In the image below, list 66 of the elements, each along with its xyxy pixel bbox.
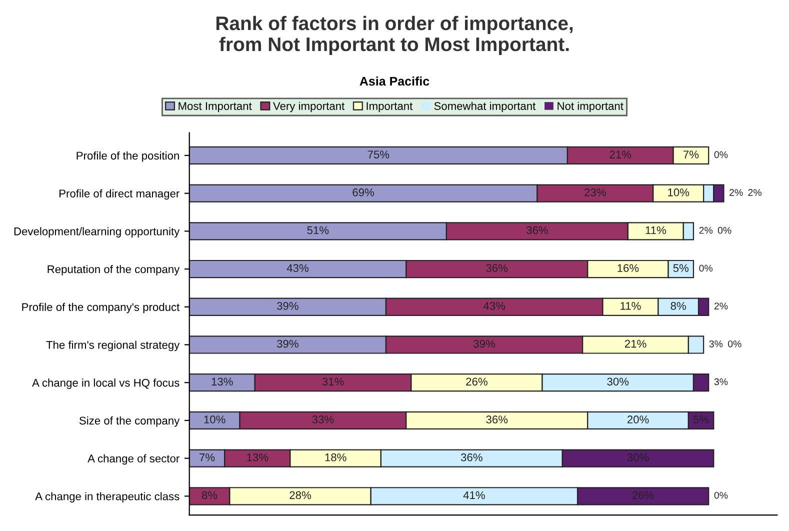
data-label: 36% (460, 453, 482, 462)
chart-subtitle: Asia Pacific (360, 76, 430, 86)
legend-label: Very important (273, 102, 345, 112)
data-label: 5% (673, 264, 689, 272)
data-label: 5% (693, 416, 709, 424)
data-label: 39% (276, 302, 298, 310)
legend-label: Most Important (178, 102, 252, 112)
data-label: 3% (714, 378, 728, 386)
data-label: 0% (728, 340, 742, 348)
data-label: 43% (483, 302, 506, 310)
data-label: 39% (276, 340, 298, 348)
y-tick-label: A change in therapeutic class (35, 492, 180, 502)
data-label: 3% (709, 340, 723, 348)
data-label: 2% (699, 226, 713, 234)
data-label: 13% (247, 453, 268, 462)
data-label: 2% (748, 189, 762, 196)
y-tick-label: Size of the company (79, 416, 180, 427)
data-label: 39% (474, 340, 495, 348)
data-label: 23% (584, 188, 606, 196)
y-tick-label: Profile of direct manager (60, 189, 180, 200)
data-label: 16% (618, 264, 639, 272)
data-label: 7% (684, 150, 699, 158)
y-tick-label: Reputation of the company (48, 264, 180, 276)
data-label: 21% (624, 340, 646, 348)
data-label: 2% (714, 302, 728, 310)
data-label: 31% (322, 378, 344, 386)
data-label: 75% (368, 150, 390, 158)
y-tick-label: A change of sector (88, 454, 180, 465)
data-label: 43% (286, 264, 308, 272)
data-label: 7% (200, 453, 215, 462)
legend-label: Important (366, 102, 413, 112)
data-label: 0% (699, 264, 713, 272)
data-label: 26% (632, 491, 654, 500)
data-label: 11% (646, 226, 666, 234)
y-tick-label: Profile of the company's product (22, 302, 180, 314)
data-label: 51% (307, 226, 329, 234)
data-label: 20% (627, 416, 649, 424)
data-label: 30% (607, 378, 629, 386)
data-label: 41% (463, 491, 485, 500)
chart-title: Rank of factors in order of importance, from Not Important to Most Important. (216, 16, 573, 55)
data-label: 28% (290, 491, 311, 500)
data-label: 10% (668, 188, 690, 196)
data-label: 21% (610, 150, 632, 158)
data-label: 10% (204, 416, 226, 424)
data-label: 36% (486, 264, 508, 272)
legend-label: Not important (558, 102, 624, 112)
data-label: 69% (352, 188, 374, 196)
legend-label: Somewhat important (434, 102, 536, 112)
data-label: 26% (466, 378, 488, 386)
data-label: 33% (312, 416, 334, 424)
data-label: 0% (718, 226, 732, 234)
y-tick-label: Development/learning opportunity (14, 227, 180, 238)
y-tick-label: Profile of the position (76, 151, 179, 162)
y-tick-label: A change in local vs HQ focus (32, 378, 180, 389)
data-label: 8% (670, 302, 686, 310)
data-label: 0% (714, 492, 728, 499)
data-label: 2% (730, 189, 743, 196)
data-label: 30% (627, 453, 649, 462)
data-label: 18% (325, 453, 346, 462)
data-label: 36% (526, 226, 548, 234)
data-label: 0% (714, 151, 728, 158)
data-label: 8% (202, 491, 218, 500)
data-label: 36% (486, 416, 508, 424)
data-label: 13% (212, 378, 233, 386)
y-tick-label: The firm's regional strategy (46, 340, 180, 352)
data-label: 11% (620, 302, 641, 310)
